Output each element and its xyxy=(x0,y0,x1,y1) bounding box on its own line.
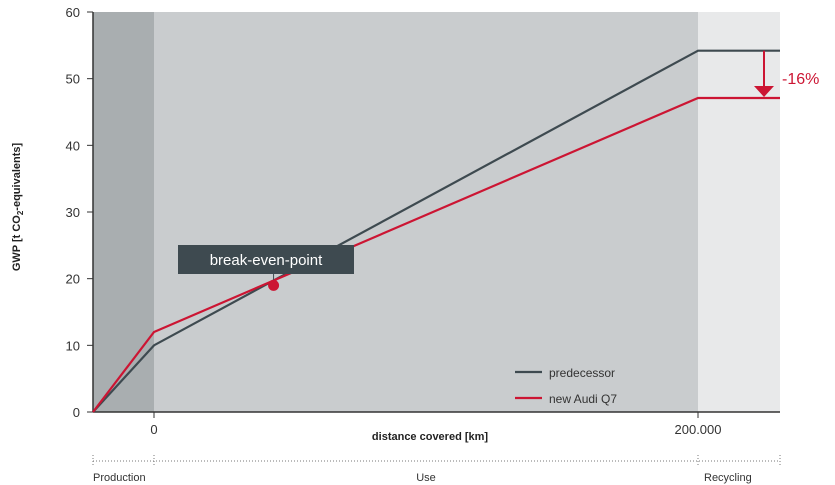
phase-label-use: Use xyxy=(416,472,436,484)
y-tick-label: 40 xyxy=(66,138,80,153)
y-tick-label: 10 xyxy=(66,338,80,353)
y-axis-label: GWP [t CO2-equivalents] xyxy=(11,143,25,272)
break-even-label-box xyxy=(178,245,354,274)
y-tick-label: 30 xyxy=(66,205,80,220)
reduction-arrow-head xyxy=(754,86,774,97)
x-axis-label: distance covered [km] xyxy=(372,431,488,443)
x-tick-label: 0 xyxy=(150,422,157,437)
y-tick-label: 0 xyxy=(73,405,80,420)
phase-label-production: Production xyxy=(93,472,146,484)
x-tick-label: 200.000 xyxy=(675,422,722,437)
series-line-predecessor xyxy=(92,49,780,413)
y-tick-label: 60 xyxy=(66,5,80,20)
break-even-point-marker xyxy=(268,279,280,291)
legend-label-new-audi-q7: new Audi Q7 xyxy=(549,392,617,406)
x-axis-ticks: 0 200.000 xyxy=(150,412,722,437)
use-phase-band xyxy=(154,12,698,412)
recycling-phase-band xyxy=(698,12,780,412)
y-tick-label: 50 xyxy=(66,72,80,87)
reduction-label: -16% xyxy=(782,71,819,88)
production-phase-band xyxy=(93,12,154,412)
phase-label-recycling: Recycling xyxy=(704,472,752,484)
legend-label-predecessor: predecessor xyxy=(549,366,615,380)
y-tick-label: 20 xyxy=(66,272,80,287)
series-line-new-audi-q7 xyxy=(92,96,780,413)
y-axis-ticks: 0 10 20 30 40 50 60 xyxy=(66,5,93,420)
break-even-label: break-even-point xyxy=(210,252,323,269)
